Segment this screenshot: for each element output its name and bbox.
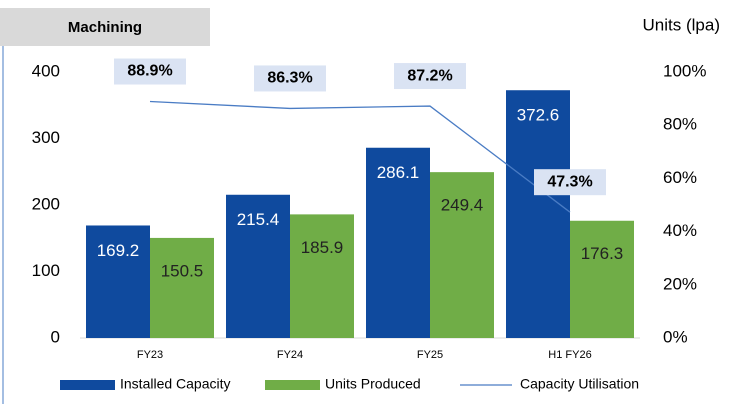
chart-title: Machining xyxy=(68,19,142,36)
data-label-box xyxy=(534,169,606,196)
data-label: 87.2% xyxy=(407,67,452,84)
data-label: 249.4 xyxy=(441,196,484,215)
bar xyxy=(430,172,494,338)
data-label: 47.3% xyxy=(547,173,592,190)
bar xyxy=(150,237,214,338)
y2-axis-title: Units (lpa) xyxy=(643,15,720,34)
data-label: 176.3 xyxy=(581,244,624,263)
bar xyxy=(86,225,150,338)
data-label: 86.3% xyxy=(267,70,312,87)
y-tick-label: 100 xyxy=(32,261,60,280)
y-tick-label: 300 xyxy=(32,128,60,147)
y2-tick-label: 40% xyxy=(663,221,697,240)
y2-tick-label: 100% xyxy=(663,61,706,80)
line xyxy=(149,100,571,213)
y-tick-label: 0 xyxy=(51,327,60,346)
x-tick-label: H1 FY26 xyxy=(548,349,591,361)
data-label-box xyxy=(394,63,466,90)
legend-swatch xyxy=(265,380,320,390)
y2-tick-label: 60% xyxy=(663,168,697,187)
bar xyxy=(290,214,354,338)
legend-swatch xyxy=(60,380,115,390)
y-tick-label: 200 xyxy=(32,194,60,213)
data-label: 286.1 xyxy=(377,163,420,182)
legend-label: Units Produced xyxy=(325,376,421,392)
data-label: 215.4 xyxy=(237,210,280,229)
data-label-box xyxy=(254,65,326,92)
data-label: 185.9 xyxy=(301,238,344,257)
bar xyxy=(366,147,430,338)
data-label: 150.5 xyxy=(161,261,204,280)
legend-label: Capacity Utilisation xyxy=(520,376,639,392)
bar xyxy=(570,220,634,338)
x-tick-label: FY24 xyxy=(277,349,303,361)
data-label: 88.9% xyxy=(127,63,172,80)
data-label: 169.2 xyxy=(97,241,140,260)
y2-tick-label: 0% xyxy=(663,327,688,346)
y2-tick-label: 20% xyxy=(663,274,697,293)
y2-tick-label: 80% xyxy=(663,115,697,134)
x-tick-label: FY25 xyxy=(417,349,443,361)
bar xyxy=(506,90,570,338)
data-label-box xyxy=(114,58,186,85)
data-label: 372.6 xyxy=(517,106,560,125)
x-tick-label: FY23 xyxy=(137,349,163,361)
title-box xyxy=(0,8,210,46)
legend-label: Installed Capacity xyxy=(120,376,231,392)
bar xyxy=(226,194,290,338)
y-tick-label: 400 xyxy=(32,61,60,80)
